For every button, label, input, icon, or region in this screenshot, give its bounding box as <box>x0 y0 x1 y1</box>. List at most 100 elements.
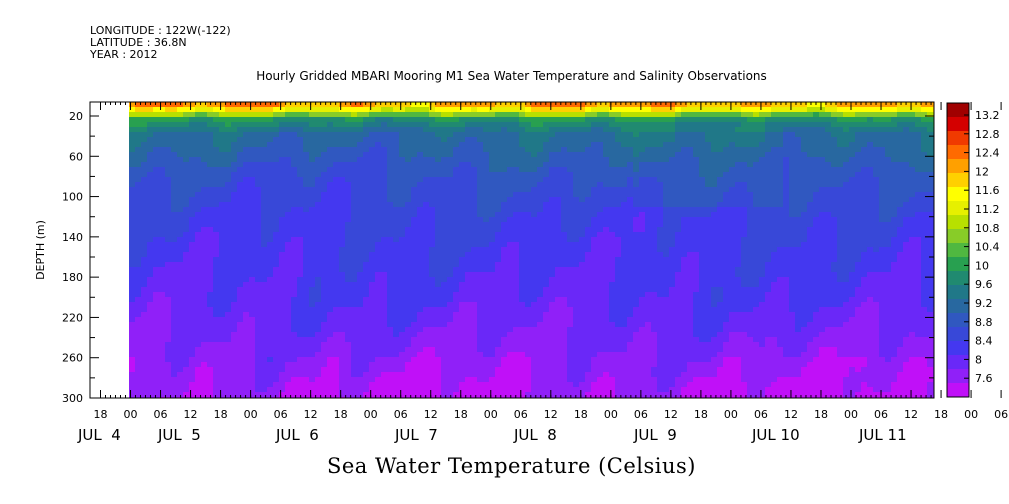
heat-cell-4783 <box>603 317 610 323</box>
heat-cell-3758 <box>501 292 508 298</box>
heat-cell-3266 <box>453 232 460 238</box>
heat-cell-4911 <box>615 357 622 363</box>
heat-cell-2237 <box>351 187 358 193</box>
heat-cell-4284 <box>555 222 562 228</box>
heat-cell-1057 <box>231 287 238 293</box>
heat-cell-4661 <box>591 307 598 313</box>
heat-cell-292 <box>153 362 160 368</box>
heat-cell-4914 <box>615 372 622 378</box>
heat-cell-793 <box>207 167 214 173</box>
heat-cell-1373 <box>261 367 268 373</box>
heat-cell-2712 <box>399 162 406 168</box>
heat-cell-3073 <box>435 167 442 173</box>
heat-cell-3257 <box>453 187 460 193</box>
heat-cell-3697 <box>495 287 502 293</box>
heat-cell-4460 <box>573 202 580 208</box>
heat-cell-2538 <box>381 192 388 198</box>
heat-cell-603 <box>189 117 196 123</box>
heat-cell-293 <box>153 367 160 373</box>
heat-cell-4274 <box>555 172 562 178</box>
heat-cell-1248 <box>249 342 256 348</box>
heat-cell-3220 <box>447 302 454 308</box>
heat-cell-2194 <box>345 272 352 278</box>
heat-cell-2370 <box>363 252 370 258</box>
heat-cell-981 <box>225 207 232 213</box>
heat-cell-3931 <box>519 257 526 263</box>
heat-cell-300 <box>159 102 166 108</box>
heat-cell-1627 <box>291 137 298 143</box>
heat-cell-3408 <box>465 342 472 348</box>
heat-cell-3853 <box>513 167 520 173</box>
heat-cell-3291 <box>453 357 460 363</box>
heat-cell-3524 <box>477 322 484 328</box>
heat-cell-2877 <box>411 387 418 393</box>
heat-cell-2657 <box>393 187 400 193</box>
heat-cell-4207 <box>549 137 556 143</box>
heat-cell-2790 <box>405 252 412 258</box>
heat-cell-2330 <box>357 352 364 358</box>
heat-cell-3280 <box>453 302 460 308</box>
heat-cell-2841 <box>411 207 418 213</box>
heat-cell-77 <box>135 187 142 193</box>
heat-cell-4485 <box>573 327 580 333</box>
heat-cell-3575 <box>483 277 490 283</box>
heat-cell-914 <box>219 172 226 178</box>
heat-cell-2351 <box>363 157 370 163</box>
heat-cell-3561 <box>483 207 490 213</box>
heat-cell-3755 <box>501 277 508 283</box>
heat-cell-1341 <box>261 207 268 213</box>
heat-cell-1894 <box>315 272 322 278</box>
heat-cell-1084 <box>237 122 244 128</box>
heat-cell-725 <box>201 127 208 133</box>
heat-cell-1459 <box>273 197 280 203</box>
heat-cell-4953 <box>621 267 628 273</box>
heat-cell-2336 <box>357 382 364 388</box>
heat-cell-2975 <box>423 277 430 283</box>
heat-cell-4676 <box>591 382 598 388</box>
heat-cell-1163 <box>243 217 250 223</box>
heat-cell-3547 <box>483 137 490 143</box>
heat-cell-1366 <box>261 332 268 338</box>
heat-cell-273 <box>153 267 160 273</box>
heat-cell-4961 <box>621 307 628 313</box>
heat-cell-209 <box>147 247 154 253</box>
heat-cell-4730 <box>597 352 604 358</box>
heat-cell-3049 <box>429 347 436 353</box>
heat-cell-4754 <box>603 172 610 178</box>
heat-cell-3012 <box>429 162 436 168</box>
heat-cell-3736 <box>501 182 508 188</box>
heat-cell-443 <box>171 217 178 223</box>
heat-cell-1008 <box>225 342 232 348</box>
heat-cell-2567 <box>381 337 388 343</box>
heat-cell-1547 <box>279 337 286 343</box>
heat-cell-3601 <box>489 107 496 113</box>
heat-cell-4193 <box>543 367 550 373</box>
heat-cell-3096 <box>435 282 442 288</box>
heat-cell-2481 <box>375 207 382 213</box>
heat-cell-512 <box>177 262 184 268</box>
heat-cell-1864 <box>315 122 322 128</box>
heat-cell-2612 <box>387 262 394 268</box>
heat-cell-1301 <box>255 307 262 313</box>
heat-cell-1981 <box>327 107 334 113</box>
heat-cell-3824 <box>507 322 514 328</box>
heat-cell-1985 <box>327 127 334 133</box>
heat-cell-2014 <box>327 272 334 278</box>
heat-cell-1929 <box>321 147 328 153</box>
heat-cell-326 <box>159 232 166 238</box>
heat-cell-4034 <box>531 172 538 178</box>
heat-cell-2888 <box>417 142 424 148</box>
heat-cell-1615 <box>285 377 292 383</box>
heat-cell-932 <box>219 262 226 268</box>
heat-cell-3467 <box>471 337 478 343</box>
heat-cell-1664 <box>291 322 298 328</box>
heat-cell-3507 <box>477 237 484 243</box>
heat-cell-1244 <box>249 322 256 328</box>
heat-cell-368 <box>165 142 172 148</box>
heat-cell-2004 <box>327 222 334 228</box>
heat-cell-4424 <box>567 322 574 328</box>
heat-cell-3634 <box>489 272 496 278</box>
heat-cell-2569 <box>381 347 388 353</box>
heat-cell-2798 <box>405 292 412 298</box>
heat-cell-3745 <box>501 227 508 233</box>
